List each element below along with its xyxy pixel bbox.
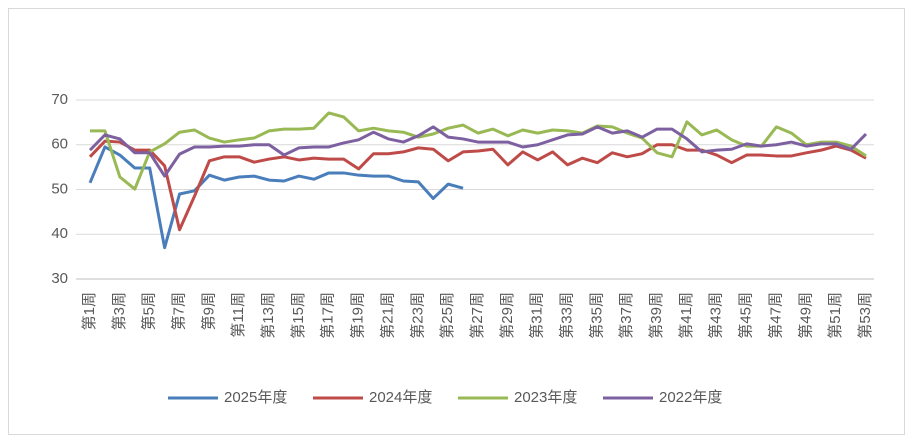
x-tick-label: 第1周 [80,292,98,330]
x-tick-label: 第45周 [737,292,755,339]
x-tick-label: 第5周 [140,292,158,330]
x-tick-label: 第51周 [826,292,844,339]
chart-border [8,8,905,435]
y-tick-label: 30 [51,270,68,287]
x-tick-label: 第23周 [408,292,426,339]
x-tick-label: 第43周 [707,292,725,339]
x-tick-label: 第7周 [170,292,188,330]
y-tick-label: 70 [51,91,68,108]
x-tick-label: 第19周 [349,292,367,339]
x-tick-label: 第33周 [558,292,576,339]
series-line [88,139,867,232]
x-tick-label: 第27周 [468,292,486,339]
series-line [88,145,464,250]
x-tick-label: 第35周 [587,292,605,339]
legend-label: 2024年度 [369,389,432,406]
x-tick-label: 第9周 [199,292,217,330]
x-tick-label: 第17周 [319,292,337,339]
series-line [90,111,867,191]
x-tick-label: 第49周 [796,292,814,339]
x-tick-label: 第31周 [528,292,546,339]
x-tick-label: 第37周 [617,292,635,339]
x-tick-label: 第13周 [259,292,277,339]
x-tick-label: 第11周 [229,292,247,338]
x-tick-label: 第29周 [498,292,516,339]
y-tick-label: 40 [51,225,68,242]
x-tick-label: 第39周 [647,292,665,339]
x-tick-label: 第3周 [110,292,128,330]
y-tick-label: 60 [51,136,68,153]
legend-label: 2023年度 [514,389,577,406]
series-line [88,125,868,178]
x-tick-label: 第41周 [677,292,695,339]
legend-label: 2025年度 [224,389,287,406]
x-tick-label: 第25周 [438,292,456,339]
x-tick-label: 第47周 [766,292,784,339]
legend-label: 2022年度 [659,389,722,406]
x-tick-label: 第15周 [289,292,307,339]
x-tick-label: 第21周 [378,292,396,339]
x-tick-label: 第53周 [856,292,874,339]
y-tick-label: 50 [51,180,68,197]
